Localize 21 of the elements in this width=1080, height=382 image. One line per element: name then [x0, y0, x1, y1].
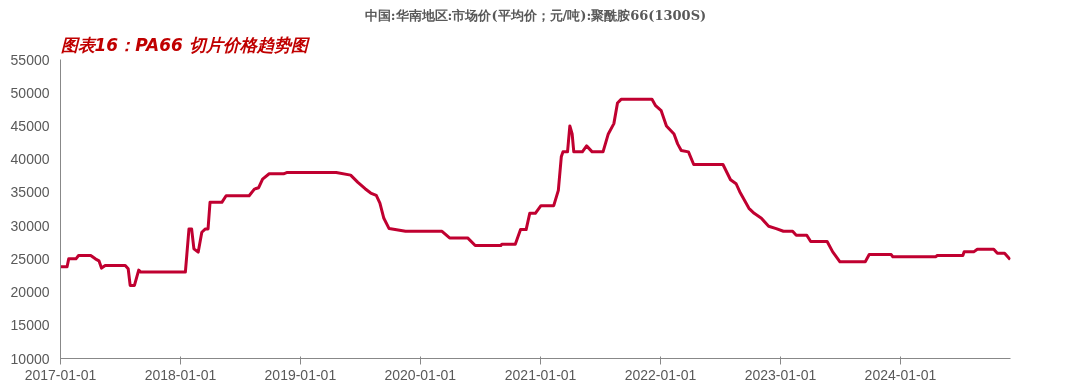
y-tick-label: 50000 — [10, 84, 50, 101]
x-tick-label: 2019-01-01 — [264, 366, 337, 382]
x-tick-label: 2022-01-01 — [624, 366, 697, 382]
x-tick-label: 2023-01-01 — [744, 366, 817, 382]
y-tick-label: 20000 — [10, 284, 50, 301]
line-series — [60, 97, 1011, 287]
x-tick-label: 2020-01-01 — [384, 366, 457, 382]
x-tick-label: 2018-01-01 — [144, 366, 217, 382]
y-tick-label: 45000 — [10, 117, 50, 134]
y-tick-label: 35000 — [10, 184, 50, 201]
y-tick-label: 30000 — [10, 217, 50, 234]
y-tick-label: 40000 — [10, 151, 50, 168]
chart-title: 图表16：PA66 切片价格趋势图 — [60, 34, 310, 55]
x-tick-label: 2024-01-01 — [864, 366, 937, 382]
y-tick-label: 10000 — [10, 350, 50, 367]
y-tick-label: 15000 — [10, 317, 50, 334]
x-tick-label: 2017-01-01 — [24, 366, 97, 382]
y-tick-label: 25000 — [10, 250, 50, 267]
x-tick-label: 2021-01-01 — [504, 366, 577, 382]
y-tick-label: 55000 — [10, 51, 50, 68]
chart-subtitle: 中国:华南地区:市场价(平均价；元/吨):聚酰胺66(1300S) — [364, 7, 707, 23]
